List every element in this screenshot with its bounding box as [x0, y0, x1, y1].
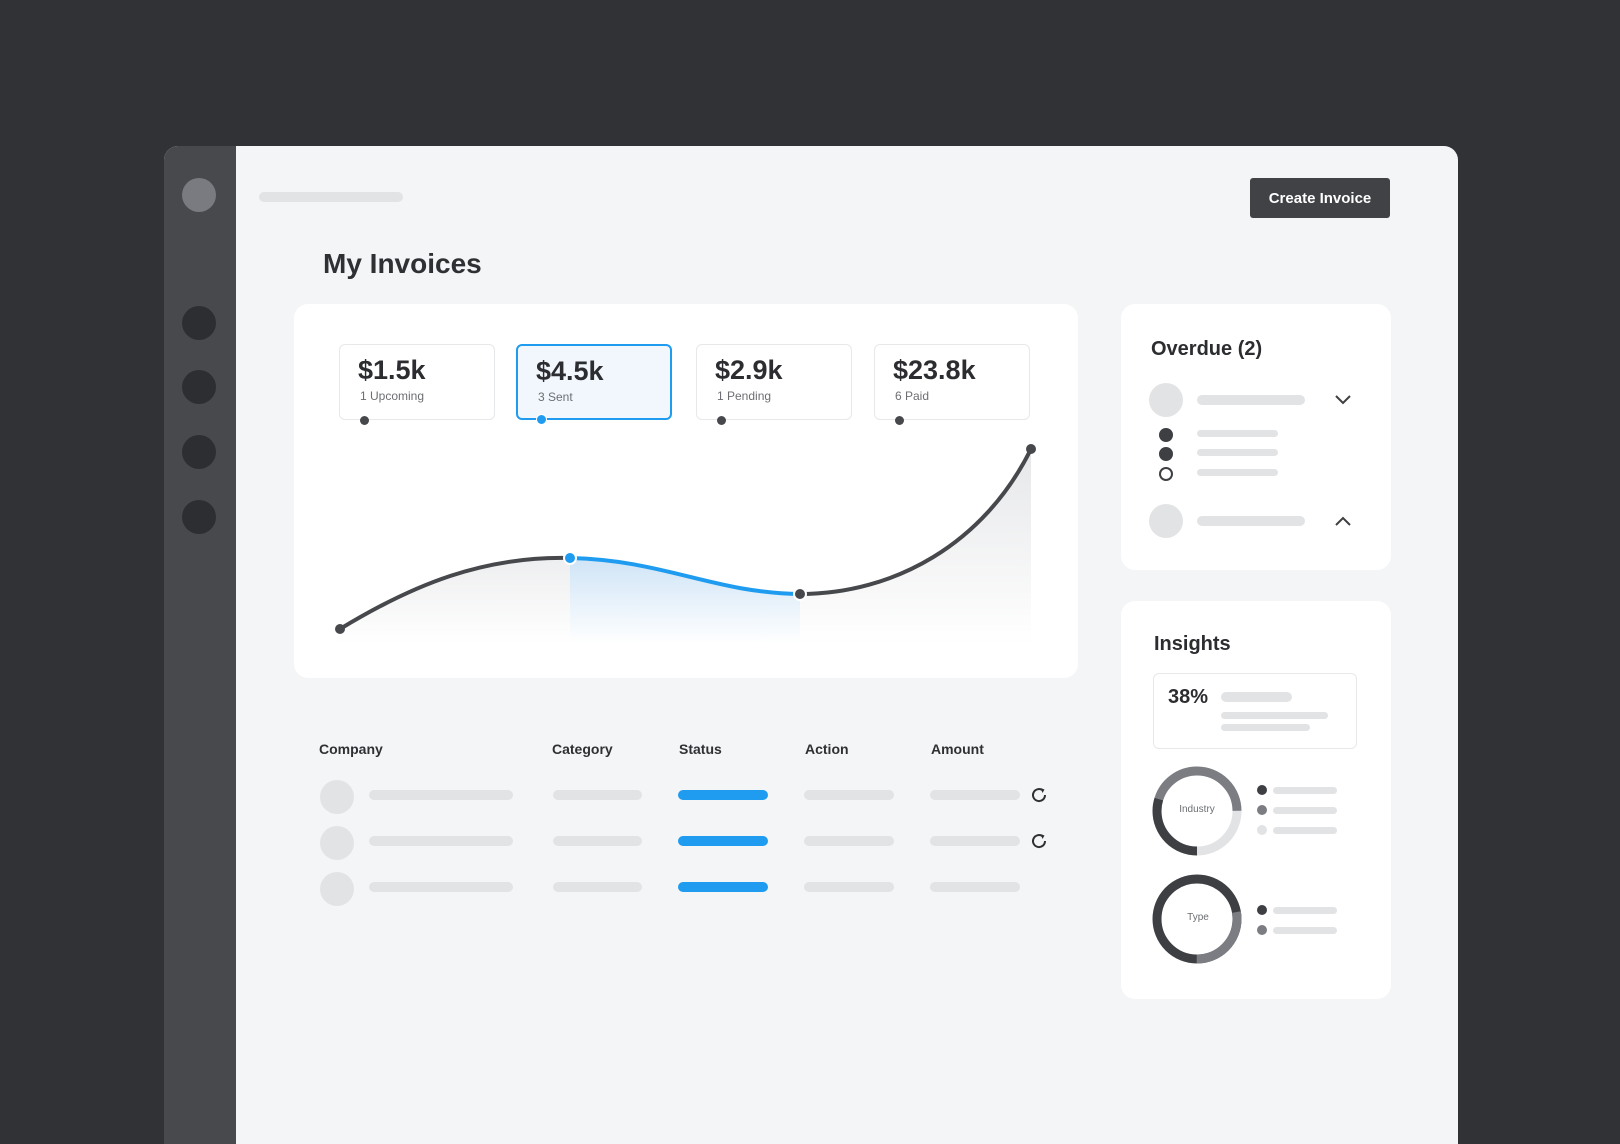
status-bar [678, 790, 768, 800]
insights-title: Insights [1154, 633, 1231, 655]
status-bar [678, 882, 768, 892]
trend-line-left [338, 555, 572, 631]
app-window: Create Invoice My Invoices $1.5k 1 Upcom… [164, 146, 1458, 1144]
column-status[interactable]: Status [679, 741, 722, 757]
sidebar-item-2[interactable] [182, 370, 216, 404]
legend-dot [1257, 825, 1267, 835]
status-bar [678, 836, 768, 846]
invoice-chart-card: $1.5k 1 Upcoming $4.5k 3 Sent $2.9k 1 Pe… [294, 304, 1078, 678]
timeline-line-placeholder [1197, 469, 1278, 476]
sidebar-item-4[interactable] [182, 500, 216, 534]
stat-marker [717, 416, 726, 425]
stat-value: $2.9k [715, 355, 783, 385]
trend-point [1026, 444, 1036, 454]
stat-card-pending[interactable]: $2.9k 1 Pending [696, 344, 852, 425]
legend-dot [1257, 785, 1267, 795]
company-avatar [320, 826, 354, 860]
overdue-card: Overdue (2) [1121, 304, 1391, 570]
company-name-placeholder [369, 790, 513, 800]
timeline-dot-pending [1159, 467, 1173, 481]
stat-label: 1 Upcoming [360, 389, 425, 403]
legend-dot [1257, 905, 1267, 915]
app-logo[interactable] [182, 178, 216, 212]
industry-donut-label: Industry [1179, 804, 1215, 815]
column-company[interactable]: Company [319, 741, 383, 757]
overdue-avatar [1149, 383, 1183, 417]
stat-value: $23.8k [893, 355, 976, 385]
page-title: My Invoices [323, 248, 482, 279]
action-placeholder [804, 836, 894, 846]
legend-placeholder [1273, 927, 1337, 934]
company-avatar [320, 780, 354, 814]
action-placeholder [804, 882, 894, 892]
category-placeholder [553, 836, 642, 846]
trend-point-selected [563, 551, 577, 565]
column-action[interactable]: Action [805, 741, 849, 757]
legend-placeholder [1273, 807, 1337, 814]
company-avatar [320, 872, 354, 906]
sidebar [164, 146, 236, 1144]
trend-line-highlight [568, 556, 802, 596]
stat-card-upcoming[interactable]: $1.5k 1 Upcoming [339, 344, 495, 425]
stat-marker [360, 416, 369, 425]
column-category[interactable]: Category [552, 741, 613, 757]
insights-card: Insights 38% Industry Type [1121, 601, 1391, 999]
invoice-trend-chart [335, 444, 1036, 644]
stat-label: 6 Paid [895, 389, 930, 403]
stat-card-paid[interactable]: $23.8k 6 Paid [874, 344, 1030, 425]
industry-donut-chart[interactable] [1151, 765, 1243, 857]
sidebar-item-3[interactable] [182, 435, 216, 469]
legend-placeholder [1273, 827, 1337, 834]
insight-percent-box[interactable]: 38% [1153, 673, 1357, 749]
type-donut-chart[interactable] [1151, 873, 1243, 965]
insight-placeholder [1221, 692, 1292, 702]
legend-dot [1257, 805, 1267, 815]
stat-card-sent[interactable]: $4.5k 3 Sent [516, 344, 672, 425]
legend-placeholder [1273, 907, 1337, 914]
stat-label: 1 Pending [717, 389, 772, 403]
breadcrumb [259, 192, 403, 202]
refresh-icon[interactable] [1029, 831, 1049, 851]
overdue-name-placeholder [1197, 516, 1305, 526]
category-placeholder [553, 790, 642, 800]
stat-value: $1.5k [358, 355, 426, 385]
stat-value: $4.5k [536, 356, 604, 386]
column-amount[interactable]: Amount [931, 741, 984, 757]
trend-point [793, 587, 807, 601]
action-placeholder [804, 790, 894, 800]
overdue-avatar [1149, 504, 1183, 538]
area-left [340, 557, 570, 644]
stat-label: 3 Sent [538, 390, 573, 404]
type-donut-label: Type [1187, 912, 1209, 923]
create-invoice-button[interactable]: Create Invoice [1250, 178, 1390, 218]
chevron-up-icon[interactable] [1334, 515, 1352, 527]
area-right [800, 449, 1031, 644]
chevron-down-icon[interactable] [1334, 394, 1352, 406]
trend-point [335, 624, 345, 634]
legend-dot [1257, 925, 1267, 935]
amount-placeholder [930, 836, 1020, 846]
refresh-icon[interactable] [1029, 785, 1049, 805]
company-name-placeholder [369, 836, 513, 846]
area-highlight [570, 558, 800, 644]
timeline-line-placeholder [1197, 430, 1278, 437]
company-name-placeholder [369, 882, 513, 892]
timeline-line-placeholder [1197, 449, 1278, 456]
amount-placeholder [930, 790, 1020, 800]
stat-marker [536, 414, 547, 425]
timeline-dot [1159, 428, 1173, 442]
stat-marker [895, 416, 904, 425]
overdue-name-placeholder [1197, 395, 1305, 405]
amount-placeholder [930, 882, 1020, 892]
legend-placeholder [1273, 787, 1337, 794]
timeline-dot [1159, 447, 1173, 461]
overdue-title: Overdue (2) [1151, 338, 1263, 360]
sidebar-item-1[interactable] [182, 306, 216, 340]
category-placeholder [553, 882, 642, 892]
trend-line-right [798, 447, 1033, 596]
insight-placeholder [1221, 712, 1328, 719]
insight-percent-value: 38% [1168, 686, 1209, 708]
insight-placeholder [1221, 724, 1310, 731]
